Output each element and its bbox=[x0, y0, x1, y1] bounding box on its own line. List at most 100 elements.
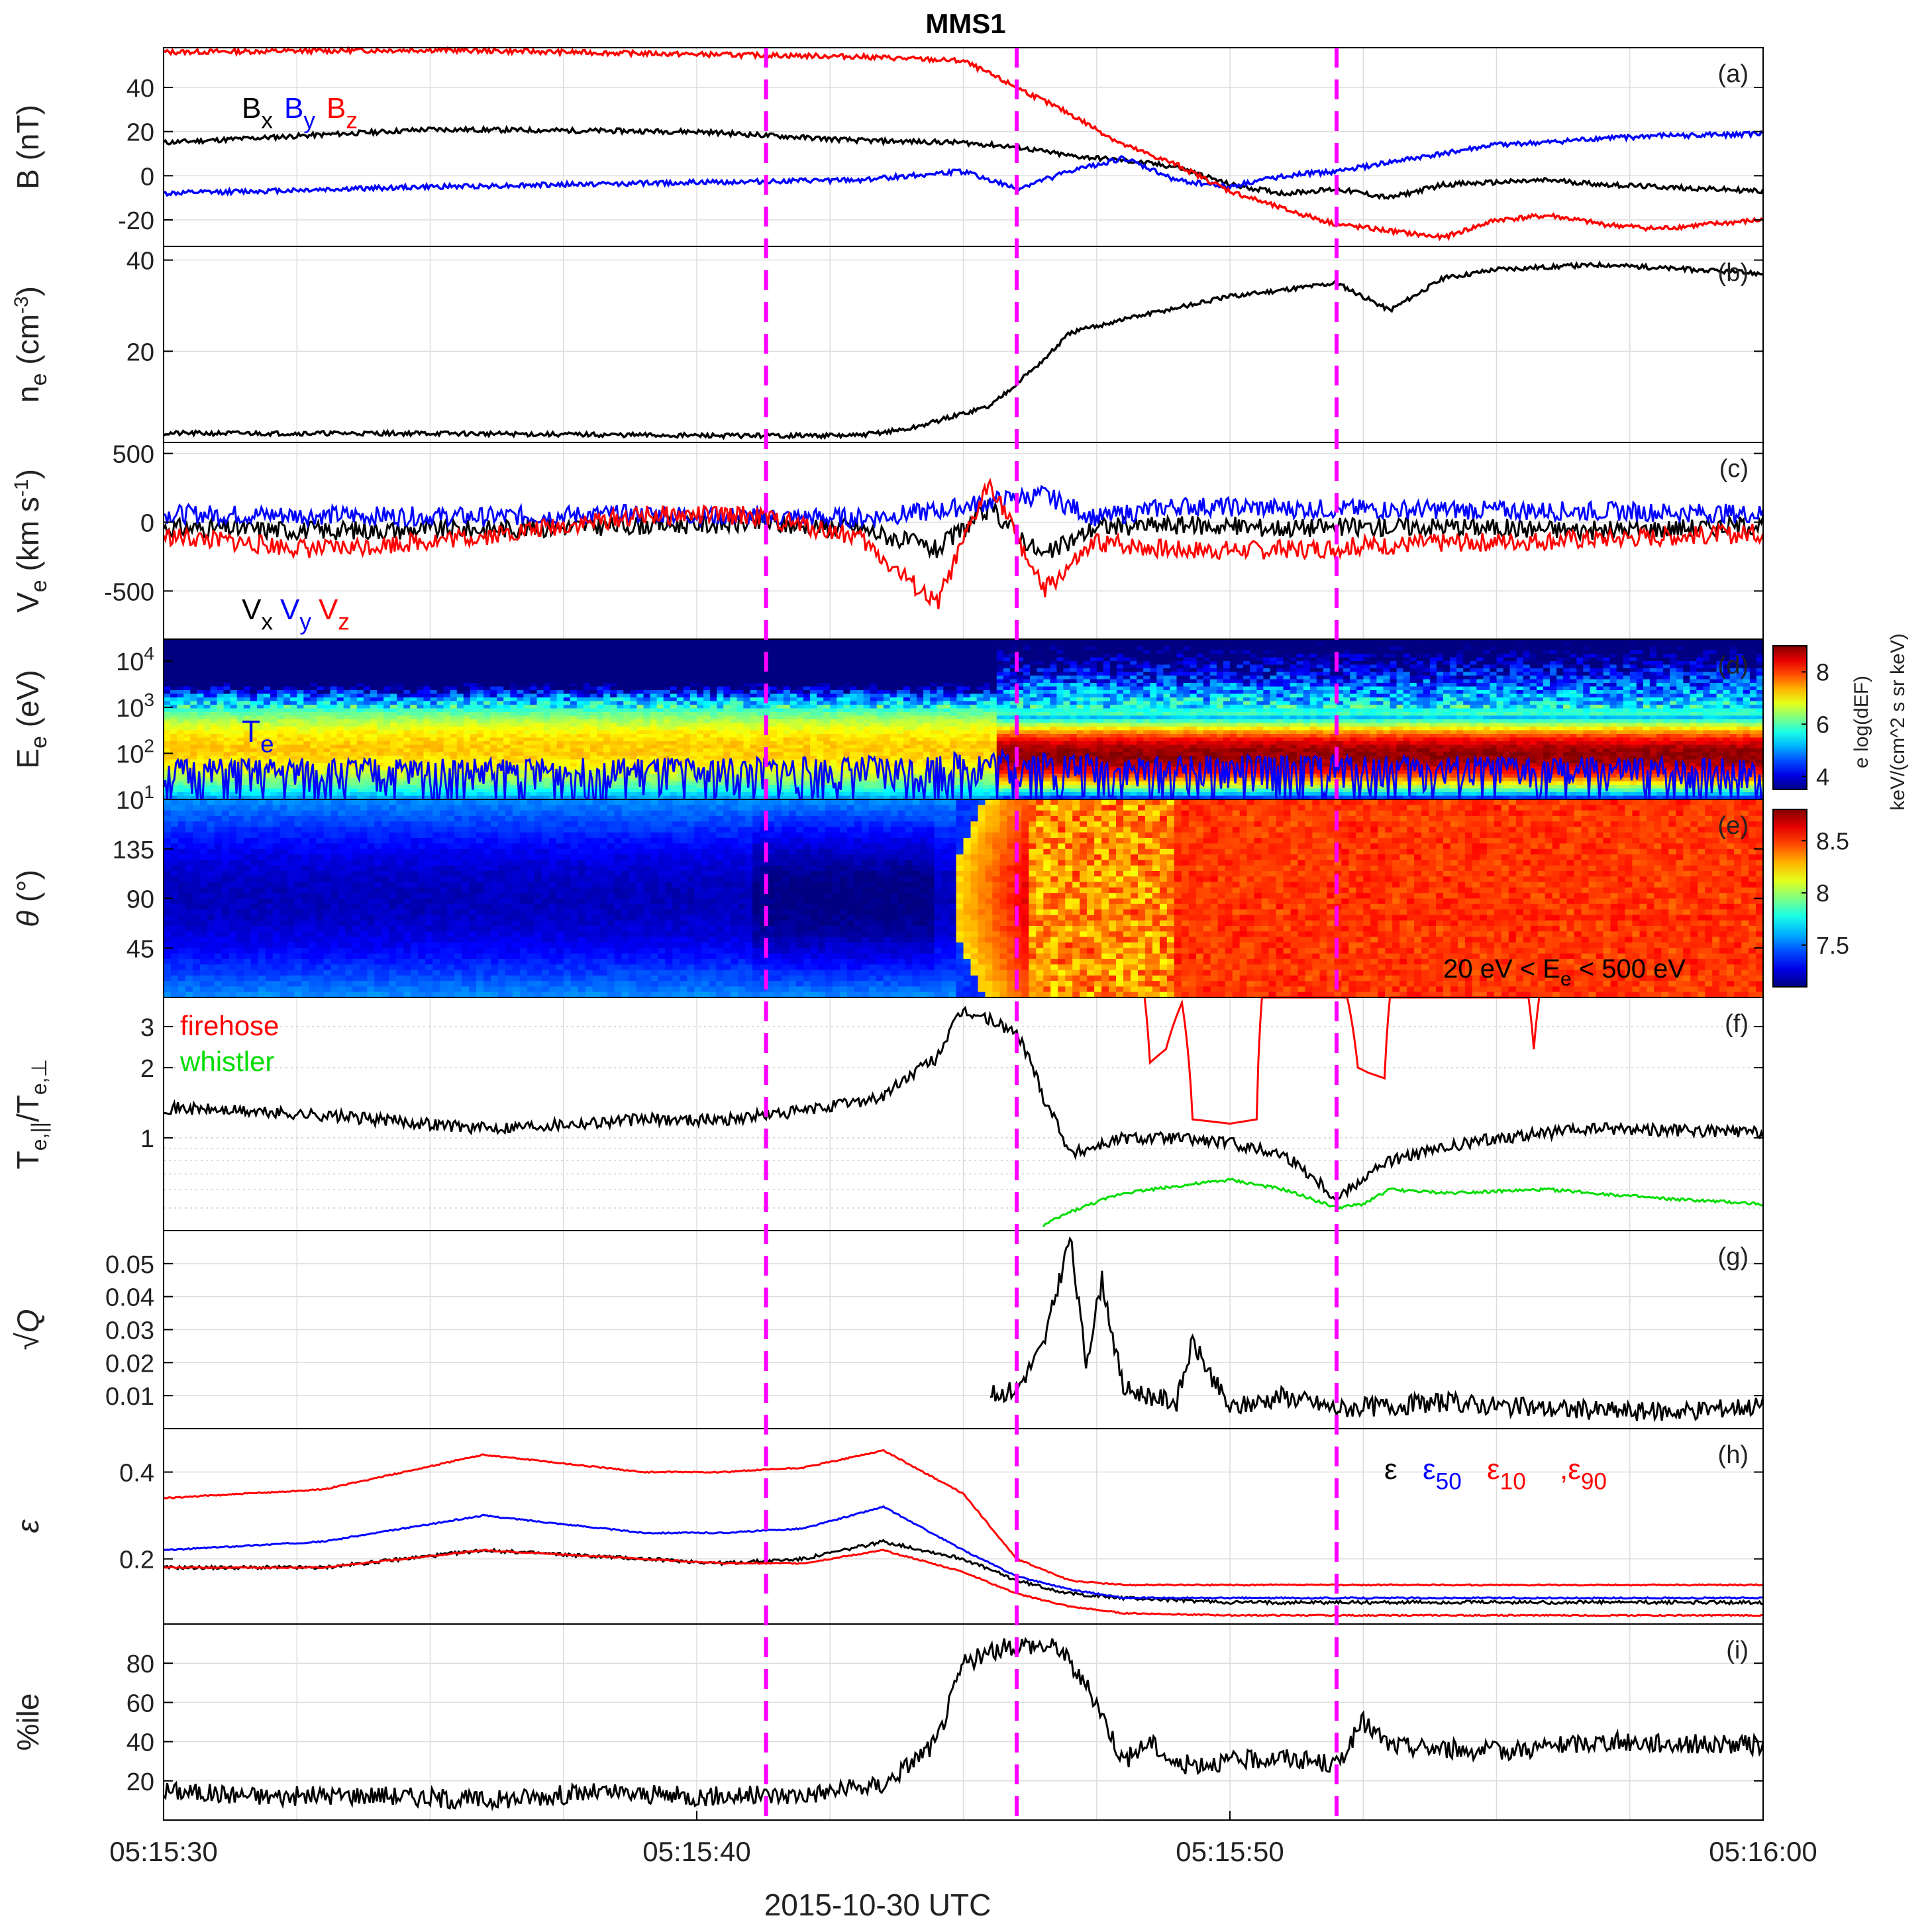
spectrogram-cell bbox=[870, 785, 878, 789]
spectrogram-cell bbox=[350, 654, 358, 658]
spectrogram-cell bbox=[690, 719, 697, 723]
spectrogram-cell bbox=[317, 658, 324, 662]
spectrogram-cell bbox=[390, 741, 397, 745]
spectrogram-cell bbox=[697, 760, 704, 764]
spectrogram-cell bbox=[817, 745, 824, 749]
spectrogram-cell bbox=[483, 719, 491, 723]
spectrogram-cell bbox=[630, 701, 637, 705]
spectrogram-cell bbox=[636, 694, 644, 698]
spectrogram-cell bbox=[623, 683, 631, 687]
spectrogram-cell bbox=[617, 778, 624, 782]
spectrogram-cell bbox=[417, 690, 424, 694]
spectrogram-cell bbox=[544, 668, 551, 672]
spectrogram-cell bbox=[677, 748, 684, 752]
spectrogram-cell bbox=[210, 668, 217, 672]
spectrogram-cell bbox=[523, 745, 531, 749]
spectrogram-cell bbox=[823, 654, 831, 658]
spectrogram-cell bbox=[324, 752, 331, 756]
spectrogram-cell bbox=[190, 650, 197, 654]
spectrogram-cell bbox=[677, 723, 684, 727]
spectrogram-cell bbox=[224, 687, 231, 691]
spectrogram-cell bbox=[303, 705, 311, 709]
spectrogram-cell bbox=[370, 654, 378, 658]
spectrogram-cell bbox=[337, 697, 344, 701]
spectrogram-cell bbox=[630, 756, 637, 760]
spectrogram-cell bbox=[564, 738, 571, 742]
spectrogram-cell bbox=[164, 756, 171, 760]
spectrogram-cell bbox=[270, 701, 278, 705]
spectrogram-cell bbox=[617, 701, 624, 705]
spectrogram-cell bbox=[717, 694, 724, 698]
spectrogram-cell bbox=[664, 752, 671, 756]
spectrogram-cell bbox=[457, 658, 464, 662]
spectrogram-cell bbox=[670, 741, 678, 745]
spectrogram-cell bbox=[884, 680, 891, 684]
spectrogram-cell bbox=[597, 719, 604, 723]
spectrogram-cell bbox=[590, 676, 597, 680]
spectrogram-cell bbox=[503, 668, 511, 672]
spectrogram-cell bbox=[470, 687, 478, 691]
spectrogram-cell bbox=[803, 716, 811, 720]
spectrogram-cell bbox=[264, 716, 271, 720]
spectrogram-cell bbox=[403, 665, 411, 669]
spectrogram-cell bbox=[497, 643, 504, 647]
spectrogram-cell bbox=[670, 650, 678, 654]
spectrogram-cell bbox=[570, 654, 578, 658]
spectrogram-cell bbox=[697, 661, 704, 665]
spectrogram-cell bbox=[203, 719, 211, 723]
spectrogram-cell bbox=[464, 643, 471, 647]
spectrogram-cell bbox=[397, 731, 404, 735]
spectrogram-cell bbox=[390, 643, 397, 647]
spectrogram-cell bbox=[310, 760, 317, 764]
spectrogram-cell bbox=[690, 792, 697, 796]
spectrogram-cell bbox=[557, 697, 564, 701]
spectrogram-cell bbox=[617, 727, 624, 731]
spectrogram-cell bbox=[431, 712, 438, 716]
spectrogram-cell bbox=[857, 683, 864, 687]
spectrogram-cell bbox=[750, 741, 758, 745]
spectrogram-cell bbox=[703, 654, 711, 658]
spectrogram-cell bbox=[564, 716, 571, 720]
spectrogram-cell bbox=[644, 727, 651, 731]
spectrogram-cell bbox=[584, 650, 591, 654]
spectrogram-cell bbox=[603, 701, 611, 705]
spectrogram-cell bbox=[283, 676, 291, 680]
spectrogram-cell bbox=[164, 683, 171, 687]
spectrogram-cell bbox=[810, 676, 817, 680]
spectrogram-cell bbox=[630, 697, 637, 701]
spectrogram-cell bbox=[403, 738, 411, 742]
spectrogram-cell bbox=[517, 745, 524, 749]
spectrogram-cell bbox=[444, 723, 451, 727]
spectrogram-cell bbox=[390, 756, 397, 760]
spectrogram-cell bbox=[884, 661, 891, 665]
spectrogram-cell bbox=[431, 654, 438, 658]
spectrogram-cell bbox=[757, 690, 764, 694]
spectrogram-cell bbox=[344, 654, 351, 658]
spectrogram-cell bbox=[877, 697, 884, 701]
spectrogram-cell bbox=[530, 676, 537, 680]
spectrogram-cell bbox=[530, 723, 537, 727]
spectrogram-cell bbox=[857, 690, 864, 694]
spectrogram-cell bbox=[477, 734, 484, 738]
spectrogram-cell bbox=[784, 643, 791, 647]
spectrogram-cell bbox=[884, 709, 891, 713]
spectrogram-cell bbox=[817, 734, 824, 738]
spectrogram-cell bbox=[823, 650, 831, 654]
spectrogram-cell bbox=[557, 643, 564, 647]
spectrogram-cell bbox=[870, 654, 878, 658]
spectrogram-cell bbox=[317, 756, 324, 760]
spectrogram-cell bbox=[803, 745, 811, 749]
spectrogram-cell bbox=[884, 705, 891, 709]
spectrogram-cell bbox=[403, 752, 411, 756]
spectrogram-cell bbox=[650, 748, 658, 752]
spectrogram-cell bbox=[623, 731, 631, 735]
spectrogram-cell bbox=[817, 712, 824, 716]
spectrogram-cell bbox=[464, 658, 471, 662]
spectrogram-cell bbox=[790, 694, 797, 698]
spectrogram-cell bbox=[164, 731, 171, 735]
spectrogram-cell bbox=[830, 680, 837, 684]
spectrogram-cell bbox=[857, 672, 864, 676]
spectrogram-cell bbox=[564, 727, 571, 731]
spectrogram-cell bbox=[537, 745, 544, 749]
spectrogram-cell bbox=[877, 687, 884, 691]
